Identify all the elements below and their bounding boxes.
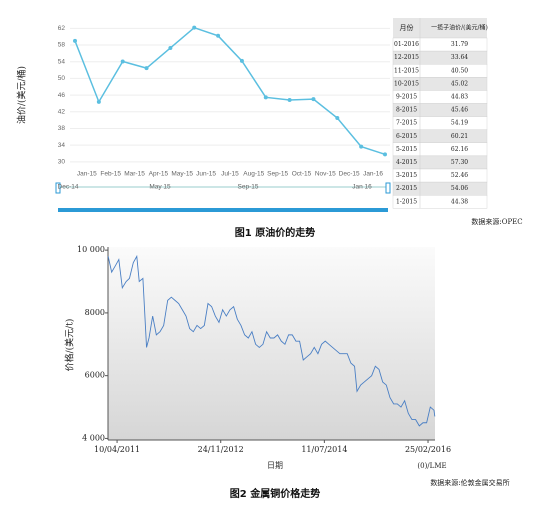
table-header-cell: 一揽子油价/(美元/桶)	[431, 24, 488, 32]
x-tick-label: Jan-16	[363, 171, 383, 178]
y-tick-label: 58	[58, 42, 66, 49]
table-cell: 44.83	[451, 93, 468, 100]
table-row	[392, 194, 488, 209]
navigator-scrollbar	[58, 208, 388, 212]
x-tick-label: Dec-15	[339, 171, 360, 178]
navigator-label: Sep-15	[238, 184, 259, 191]
x-tick-label: Feb-15	[100, 171, 121, 178]
point	[216, 33, 221, 38]
source: 数据来源:OPEC	[471, 217, 522, 226]
y-tick-label: 54	[58, 58, 66, 65]
x-tick-label: Jul-15	[221, 171, 239, 178]
table-cell: 9-2015	[396, 93, 417, 100]
y-tick-label: 42	[58, 108, 66, 115]
point	[383, 152, 387, 157]
table-cell: 6-2015	[396, 133, 417, 140]
table-header-cell: 月份	[400, 23, 414, 32]
table-cell: 45.46	[451, 107, 468, 114]
table-header	[393, 18, 487, 38]
y-tick-label: 62	[58, 25, 66, 32]
y-tick-label: 8000	[85, 308, 105, 317]
table-cell: 2-2015	[396, 185, 417, 192]
y-tick-label: 38	[58, 125, 66, 132]
point	[335, 116, 340, 121]
y-tick-label: 10 000	[77, 245, 105, 254]
table-cell: 11-2015	[394, 67, 419, 74]
x-tick-label: Jan-15	[77, 171, 97, 178]
table-cell: 57.30	[451, 159, 468, 166]
table-cell: 33.64	[451, 54, 468, 61]
table-cell: 44.38	[451, 198, 468, 205]
point	[73, 38, 77, 43]
x-tick-label: 11/07/2014	[301, 445, 347, 454]
caption: 图2 金属铜价格走势	[230, 487, 320, 500]
x-axis-label: 日期	[267, 461, 283, 470]
x-tick-label: 10/04/2011	[94, 445, 140, 454]
x-tick-label: Oct-15	[292, 171, 312, 178]
y-tick-label: 50	[58, 75, 66, 82]
table-cell: 7-2015	[396, 120, 417, 127]
y-axis-label: 价格/(美元/t)	[64, 319, 76, 372]
point	[168, 45, 173, 50]
table-cell: 62.16	[451, 146, 468, 153]
table-cell: 52.46	[451, 172, 468, 179]
x-tick-label: Nov-15	[315, 171, 336, 178]
point	[311, 97, 316, 102]
point	[263, 95, 268, 100]
table-cell: 3-2015	[396, 172, 417, 179]
navigator-label: May 15	[149, 184, 171, 191]
table-cell: 4-2015	[396, 159, 417, 166]
point	[120, 59, 125, 64]
point	[144, 66, 149, 71]
table-cell: 12-2015	[394, 54, 419, 61]
caption: 图1 原油价的走势	[235, 226, 315, 239]
point	[192, 25, 197, 30]
table-cell: 31.79	[451, 41, 468, 48]
y-tick-label: 6000	[85, 371, 105, 380]
x-tick-label: 25/02/2016	[405, 445, 451, 454]
unit-note: (0)/LME	[417, 462, 446, 470]
y-tick-label: 34	[58, 142, 66, 149]
point	[96, 99, 101, 104]
y-tick-label: 30	[58, 159, 66, 166]
table-cell: 8-2015	[396, 107, 417, 114]
x-tick-label: Sep-15	[267, 171, 288, 178]
table-cell: 5-2015	[396, 146, 417, 153]
x-tick-label: May-15	[171, 171, 193, 178]
line	[74, 26, 386, 156]
x-tick-label: 24/11/2012	[198, 445, 244, 454]
navigator-handle	[55, 182, 61, 194]
table-cell: 40.50	[451, 67, 468, 74]
source: 数据来源:伦敦金属交易所	[430, 478, 509, 487]
y-tick-label: 46	[58, 92, 66, 99]
table-cell: 54.06	[451, 185, 468, 192]
table-cell: 01-2016	[394, 41, 419, 48]
table-cell: 1-2015	[396, 198, 417, 205]
x-tick-label: Mar-15	[124, 171, 145, 178]
y-axis-label: 油价/(美元/桶)	[16, 66, 28, 124]
x-tick-label: Jun-15	[196, 171, 216, 178]
table-cell: 54.19	[451, 120, 468, 127]
plot-background	[108, 247, 435, 440]
x-tick-label: Aug-15	[243, 171, 264, 178]
navigator-label: Jan 16	[352, 184, 372, 191]
table-cell: 10-2015	[394, 80, 419, 87]
navigator-label: Dec-14	[58, 184, 79, 191]
table-cell: 60.21	[451, 133, 468, 140]
point	[359, 144, 364, 149]
x-tick-label: Apr-15	[149, 171, 169, 178]
line	[107, 254, 436, 427]
table-cell: 45.02	[451, 80, 468, 87]
point	[287, 97, 292, 102]
navigator-handle	[385, 182, 391, 194]
point	[239, 58, 244, 63]
y-tick-label: 4 000	[82, 433, 105, 442]
